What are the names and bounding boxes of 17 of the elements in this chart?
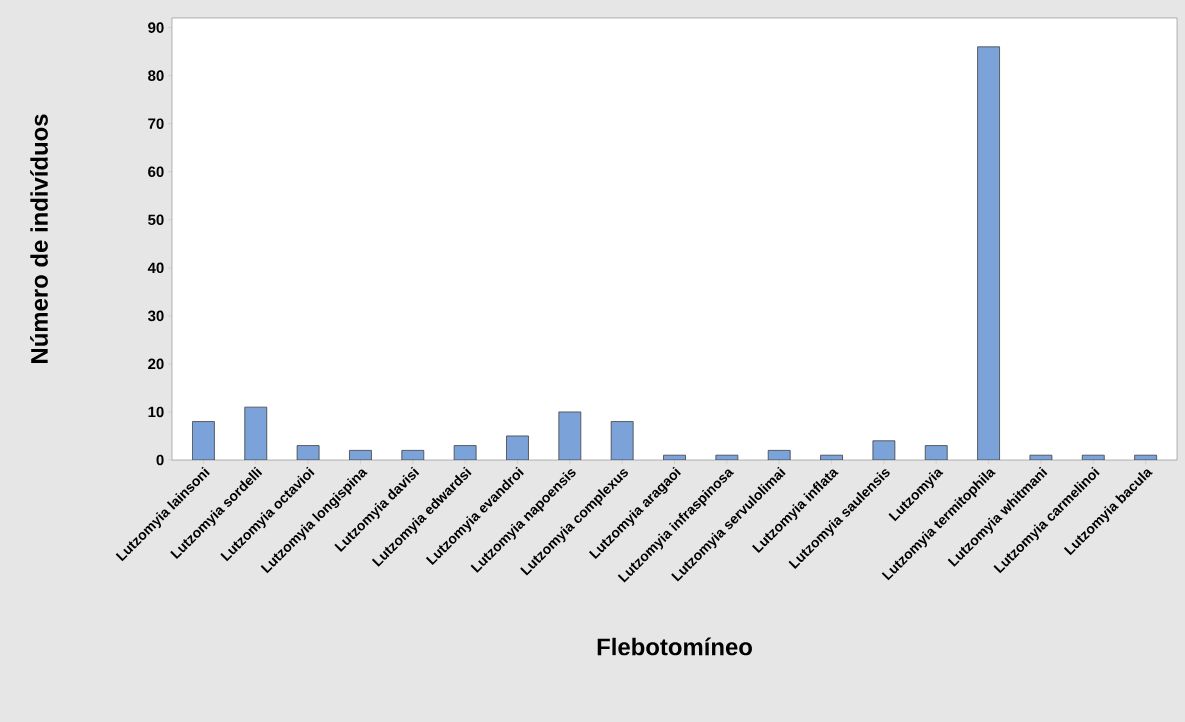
y-tick-label: 60	[148, 166, 164, 178]
bar	[558, 411, 582, 460]
y-tick-label: 40	[147, 262, 164, 274]
y-tick-label: 50	[148, 214, 164, 226]
y-tick-label: 30	[147, 310, 164, 322]
bar	[977, 46, 1000, 460]
y-axis-title: Número de indivíduos	[30, 114, 48, 363]
bar	[192, 421, 215, 460]
y-tick-label: 90	[148, 22, 164, 33]
bar	[244, 406, 268, 460]
y-tick-label: 20	[148, 358, 164, 370]
y-tick-label: 80	[148, 70, 164, 81]
bar	[610, 421, 634, 460]
x-axis-title: Flebotomíneo	[597, 637, 752, 656]
y-tick-label: 0	[156, 454, 164, 466]
y-tick-label: 70	[148, 118, 164, 129]
y-tick-label: 10	[148, 406, 164, 418]
